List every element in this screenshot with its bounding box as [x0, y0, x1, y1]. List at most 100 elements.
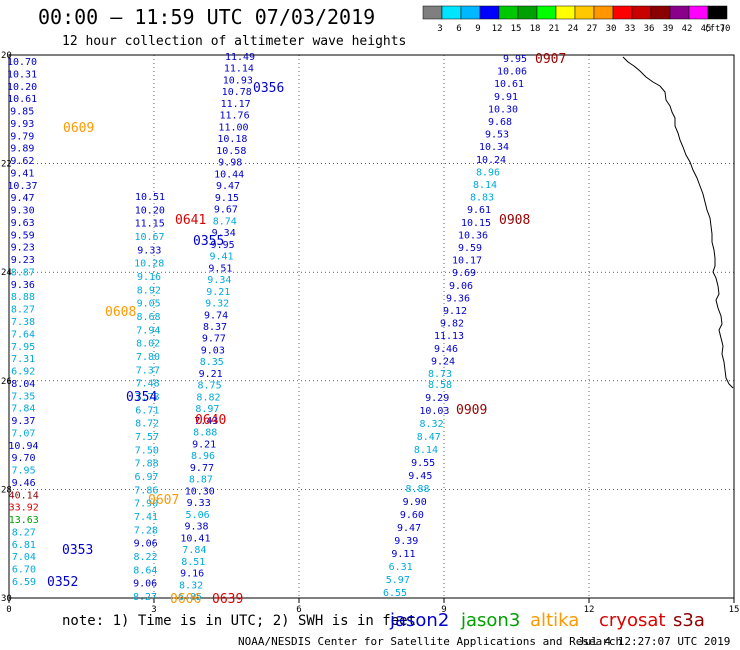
- wave-height-value: 7.35: [11, 391, 35, 402]
- wave-height-value: 9.37: [11, 416, 35, 427]
- wave-height-value: 11.15: [135, 219, 165, 230]
- track-right-lower: 8.58 9.29 10.03 8.32 8.47 8.14 9.55 9.45 8.88 9.9…: [383, 380, 452, 599]
- wave-height-value: 8.27: [11, 305, 35, 316]
- wave-height-value: 7.57: [135, 432, 159, 443]
- wave-height-value: 10.70: [7, 57, 37, 68]
- wave-height-value: 8.96: [476, 167, 500, 178]
- wave-height-value: 11.49: [225, 52, 255, 63]
- scale-swatch: [707, 5, 728, 20]
- wave-height-value: 7.37: [136, 365, 160, 376]
- wave-height-value: 7.31: [11, 354, 35, 365]
- y-tick-label: 22: [1, 160, 12, 170]
- wave-height-value: 8.32: [420, 419, 444, 430]
- scale-label: 21: [549, 24, 560, 34]
- pass-label: 0352: [47, 575, 78, 590]
- wave-height-value: 9.68: [488, 117, 512, 128]
- wave-height-value: 10.58: [216, 146, 246, 157]
- plot-frame: [8, 54, 735, 599]
- wave-height-value: 7.48: [136, 379, 160, 390]
- wave-height-value: 9.82: [440, 319, 464, 330]
- wave-height-value: 7.95: [12, 466, 36, 477]
- wave-height-value: 10.93: [223, 75, 253, 86]
- pass-label: 0354: [126, 390, 157, 405]
- wave-height-value: 9.21: [192, 439, 216, 450]
- wave-height-value: 9.41: [10, 168, 34, 179]
- wave-height-value: 9.33: [137, 245, 161, 256]
- wave-height-value: 10.78: [222, 87, 252, 98]
- wave-height-value: 7.64: [11, 329, 35, 340]
- wave-height-value: 8.97: [195, 404, 219, 415]
- footer-timestamp: Jul 4 12:27:07 UTC 2019: [578, 635, 730, 648]
- wave-height-value: 9.23: [11, 243, 35, 254]
- wave-height-value: 7.78: [135, 392, 159, 403]
- satellite-legend-item: altika: [530, 610, 579, 631]
- wave-height-value: 8.14: [473, 180, 497, 191]
- wave-height-value: 8.88: [193, 428, 217, 439]
- wave-height-value: 9.60: [400, 510, 424, 521]
- scale-swatch: [460, 5, 481, 20]
- scale-label: 33: [625, 24, 636, 34]
- wave-height-value: 10.44: [214, 169, 244, 180]
- wave-height-value: 7.50: [135, 445, 159, 456]
- y-tick-label: 30: [1, 594, 12, 604]
- wave-height-value: 9.23: [11, 255, 35, 266]
- wave-height-value: 10.24: [476, 155, 506, 166]
- wave-height-value: 8.51: [181, 557, 205, 568]
- wave-height-value: 9.46: [12, 478, 36, 489]
- pass-label: 0639: [212, 592, 243, 607]
- wave-height-value: 9.34: [207, 275, 231, 286]
- wave-height-value: 8.82: [196, 392, 220, 403]
- scale-label: 36: [644, 24, 655, 34]
- pass-label: 0640: [195, 413, 226, 428]
- wave-height-value: 10.36: [458, 230, 488, 241]
- y-tick-label: 20: [1, 51, 12, 61]
- pass-label: 0353: [62, 543, 93, 558]
- scale-label: 3: [437, 24, 442, 34]
- wave-height-value: 7.94: [136, 325, 160, 336]
- grid-lines: [9, 55, 734, 598]
- scale-label: 45: [701, 24, 712, 34]
- wave-height-value: 10.20: [7, 82, 37, 93]
- scale-label: 9: [475, 24, 480, 34]
- wave-height-value: 7.38: [11, 317, 35, 328]
- scale-swatch: [555, 5, 576, 20]
- wave-height-value: 9.59: [11, 230, 35, 241]
- wave-height-value: 9.74: [204, 310, 228, 321]
- scale-swatch: [498, 5, 519, 20]
- wave-height-value: 9.67: [214, 205, 238, 216]
- satellite-legend: jason2 jason3 altika cryosat s3a: [389, 610, 705, 631]
- wave-height-value: 9.70: [11, 453, 35, 464]
- wave-height-value: 9.47: [397, 523, 421, 534]
- pass-label: 0356: [253, 81, 284, 96]
- wave-height-value: 8.72: [135, 419, 159, 430]
- wave-height-value: 10.61: [494, 79, 524, 90]
- wave-height-value: 8.35: [200, 357, 224, 368]
- wave-height-value: 9.95: [211, 240, 235, 251]
- wave-height-value: 33.92: [9, 503, 39, 514]
- coastline: [622, 56, 734, 389]
- scale-swatch: [631, 5, 652, 20]
- scale-swatch: [536, 5, 557, 20]
- satellite-legend-item: jason2: [389, 610, 449, 631]
- wave-height-value: 7.43: [194, 416, 218, 427]
- pass-label: 0355: [193, 234, 224, 249]
- wave-height-value: 9.46: [434, 344, 458, 355]
- wave-height-value: 10.06: [497, 67, 527, 78]
- wave-height-value: 9.41: [209, 252, 233, 263]
- wave-height-value: 9.91: [494, 92, 518, 103]
- wave-height-value: 8.27: [12, 527, 36, 538]
- wave-height-value: 9.77: [202, 334, 226, 345]
- pass-label: 0606: [170, 592, 201, 607]
- scale-label: 39: [663, 24, 674, 34]
- wave-height-value: 9.06: [133, 579, 157, 590]
- wave-height-value: 8.22: [133, 552, 157, 563]
- wave-height-value: 8.02: [136, 339, 160, 350]
- wave-height-value: 9.24: [431, 356, 455, 367]
- wave-height-value: 7.28: [134, 525, 158, 536]
- scale-label: 30: [606, 24, 617, 34]
- wave-height-value: 8.32: [179, 580, 203, 591]
- wave-height-value: 11.14: [224, 64, 254, 75]
- wave-height-value: 8.47: [417, 432, 441, 443]
- scale-swatch: [574, 5, 595, 20]
